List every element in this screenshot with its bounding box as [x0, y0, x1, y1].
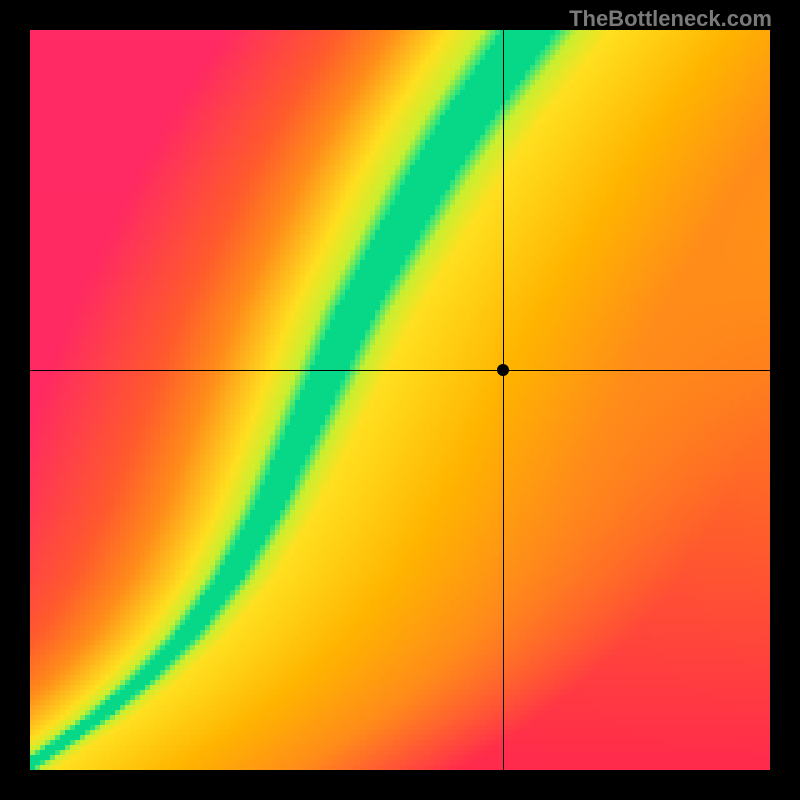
heatmap-canvas: [30, 30, 770, 770]
crosshair-marker: [497, 364, 509, 376]
watermark-text: TheBottleneck.com: [569, 6, 772, 32]
heatmap-plot-area: [30, 30, 770, 770]
crosshair-horizontal: [30, 370, 770, 371]
crosshair-vertical: [503, 30, 504, 770]
